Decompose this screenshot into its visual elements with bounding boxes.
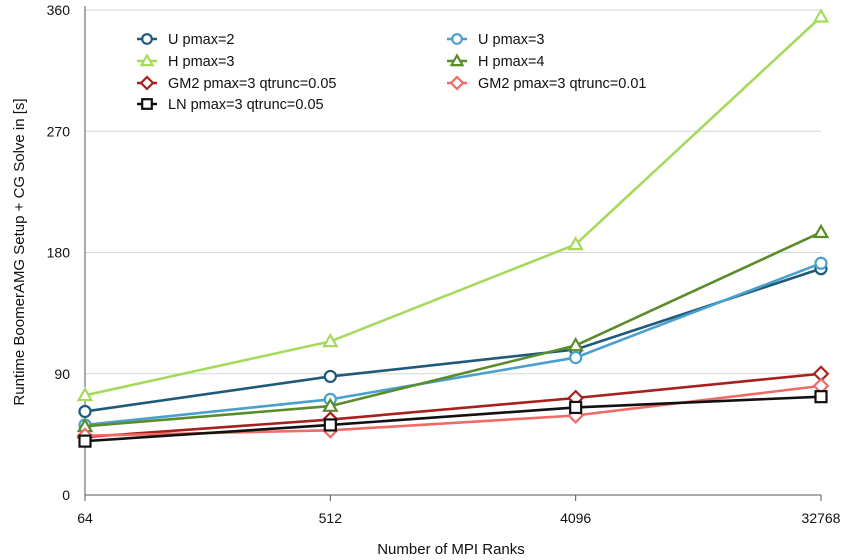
series-line	[84, 267, 822, 413]
series-2	[76, 8, 830, 402]
series-1	[78, 256, 828, 432]
legend-label: U pmax=2	[168, 32, 235, 48]
legend-item: U pmax=2	[137, 32, 235, 48]
series-0	[78, 262, 828, 419]
data-point	[569, 350, 583, 365]
legend-marker	[451, 33, 463, 45]
data-point	[322, 397, 339, 412]
legend-marker	[449, 53, 465, 67]
legend-marker	[139, 75, 155, 91]
x-tick-label: 32768	[802, 510, 841, 526]
y-tick-label: 180	[47, 245, 71, 261]
legend-item: H pmax=4	[447, 53, 545, 70]
series-line	[84, 15, 822, 397]
legend-item: LN pmax=3 qtrunc=0.05	[137, 97, 324, 113]
data-point	[814, 256, 828, 270]
y-tick-label: 90	[54, 366, 70, 382]
y-axis-title: Runtime BoomerAMG Setup + CG Solve in [s…	[11, 98, 28, 405]
legend-marker	[139, 53, 155, 67]
x-tick-label: 64	[77, 510, 93, 526]
series-line	[84, 395, 822, 443]
data-point	[78, 404, 92, 419]
legend-marker	[449, 75, 465, 91]
data-point	[814, 390, 828, 404]
legend-label: GM2 pmax=3 qtrunc=0.05	[168, 76, 336, 92]
legend-item: GM2 pmax=3 qtrunc=0.01	[447, 75, 646, 92]
series-layer	[76, 8, 830, 448]
data-point	[812, 223, 830, 239]
legend-label: U pmax=3	[478, 32, 545, 48]
legend-marker	[141, 33, 153, 45]
data-point	[78, 434, 92, 448]
x-axis-title: Number of MPI Ranks	[377, 541, 525, 558]
data-point	[567, 336, 584, 352]
series-line	[84, 231, 822, 428]
x-tick-label: 512	[319, 510, 343, 526]
legend-label: H pmax=3	[168, 54, 235, 70]
series-line	[84, 372, 822, 439]
data-point	[323, 418, 337, 432]
legend-item: GM2 pmax=3 qtrunc=0.05	[137, 75, 336, 92]
data-point	[569, 400, 583, 415]
legend-label: H pmax=4	[478, 54, 545, 70]
legend-label: GM2 pmax=3 qtrunc=0.01	[478, 76, 646, 92]
legend-marker	[141, 98, 153, 110]
grid-lines	[85, 9, 821, 375]
data-point	[76, 386, 94, 402]
series-6	[78, 390, 828, 448]
axes: 0 90 180 270 360 64 512 4096 32768	[47, 2, 841, 526]
legend-item: H pmax=3	[137, 53, 235, 70]
legend-item: U pmax=3	[447, 32, 545, 48]
legend-label: LN pmax=3 qtrunc=0.05	[168, 97, 324, 113]
data-point	[322, 332, 339, 348]
legend: U pmax=2 U pmax=3 H pmax=3 H pmax=4 GM2 pmax…	[137, 32, 646, 113]
data-point	[323, 369, 337, 384]
data-point	[567, 235, 584, 251]
series-line	[84, 262, 822, 427]
y-tick-label: 0	[62, 487, 70, 503]
x-tick-label: 4096	[560, 510, 591, 526]
y-tick-label: 270	[47, 123, 71, 139]
y-tick-label: 360	[47, 2, 71, 18]
data-point	[812, 8, 830, 23]
